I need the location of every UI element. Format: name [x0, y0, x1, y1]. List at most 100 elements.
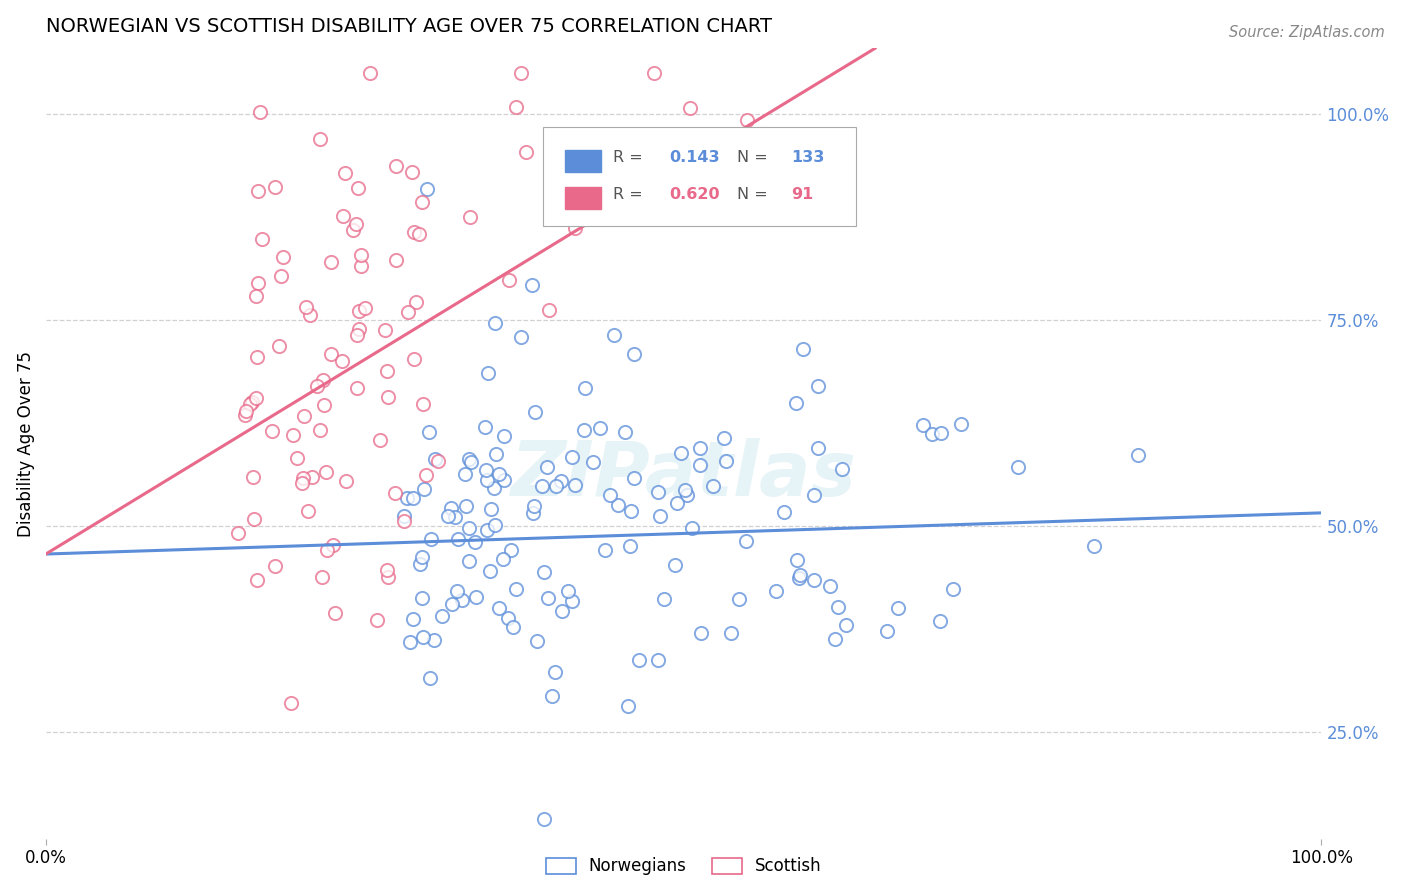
Point: [408, 227, 430, 241]
Point: [564, 221, 586, 235]
Point: [510, 330, 533, 344]
Point: [457, 521, 479, 535]
Point: [669, 446, 692, 460]
Point: [689, 441, 711, 455]
Point: [803, 574, 825, 588]
Point: [240, 395, 263, 409]
Point: [368, 434, 391, 448]
Point: [648, 508, 671, 523]
Point: [789, 568, 811, 582]
Point: [316, 543, 339, 558]
Point: [827, 599, 849, 614]
Point: [807, 378, 830, 392]
Point: [949, 417, 972, 431]
Point: [515, 145, 537, 160]
Point: [485, 447, 508, 461]
Point: [420, 532, 443, 546]
Point: [395, 491, 418, 505]
Point: [494, 473, 516, 487]
Point: [285, 450, 308, 465]
Point: [498, 610, 520, 624]
Point: [734, 534, 756, 549]
Point: [713, 431, 735, 445]
FancyBboxPatch shape: [543, 128, 856, 227]
Point: [544, 478, 567, 492]
Legend: Norwegians, Scottish: Norwegians, Scottish: [538, 851, 828, 882]
Point: [572, 423, 595, 437]
Point: [484, 316, 506, 330]
Point: [281, 428, 304, 442]
Point: [239, 397, 262, 411]
Text: R =: R =: [613, 150, 648, 165]
Point: [911, 417, 934, 432]
Point: [416, 181, 439, 195]
Point: [242, 469, 264, 483]
Point: [702, 479, 724, 493]
Point: [301, 470, 323, 484]
Point: [402, 491, 425, 506]
Point: [654, 591, 676, 606]
Point: [561, 594, 583, 608]
Point: [412, 630, 434, 644]
Point: [291, 475, 314, 490]
Text: 0.143: 0.143: [669, 150, 720, 165]
Point: [366, 613, 388, 627]
Point: [250, 232, 273, 246]
Point: [505, 100, 527, 114]
Bar: [565, 186, 600, 209]
Point: [526, 633, 548, 648]
Point: [475, 473, 498, 487]
Point: [492, 551, 515, 566]
Point: [537, 303, 560, 318]
Point: [269, 339, 291, 353]
Point: [824, 632, 846, 646]
Point: [536, 459, 558, 474]
Point: [623, 347, 645, 361]
Point: [412, 396, 434, 410]
Point: [384, 486, 406, 500]
Point: [405, 294, 427, 309]
Point: [720, 626, 742, 640]
Point: [789, 571, 811, 585]
Point: [792, 343, 814, 357]
Point: [332, 209, 354, 223]
Point: [319, 347, 342, 361]
Point: [620, 504, 643, 518]
Point: [427, 454, 450, 468]
Point: [690, 626, 713, 640]
Point: [582, 455, 605, 469]
Point: [664, 558, 686, 572]
Point: [544, 665, 567, 680]
Text: Source: ZipAtlas.com: Source: ZipAtlas.com: [1229, 25, 1385, 40]
Point: [423, 633, 446, 648]
Point: [243, 512, 266, 526]
Y-axis label: Disability Age Over 75: Disability Age Over 75: [17, 351, 35, 537]
Point: [323, 606, 346, 620]
Point: [346, 328, 368, 343]
Point: [394, 508, 416, 523]
Point: [347, 304, 370, 318]
Point: [550, 474, 572, 488]
Point: [607, 498, 630, 512]
Point: [308, 132, 330, 146]
Point: [540, 689, 562, 703]
Point: [460, 210, 482, 224]
Point: [262, 424, 284, 438]
Point: [785, 396, 807, 410]
Point: [510, 66, 533, 80]
Point: [309, 423, 332, 437]
Point: [409, 558, 432, 572]
Point: [561, 450, 583, 464]
Point: [714, 454, 737, 468]
Point: [263, 180, 285, 194]
Point: [614, 425, 637, 440]
Point: [557, 584, 579, 599]
Point: [377, 390, 399, 404]
Point: [249, 104, 271, 119]
Point: [307, 379, 329, 393]
Point: [457, 554, 479, 568]
Point: [465, 591, 488, 605]
Point: [498, 273, 520, 287]
Point: [415, 467, 437, 482]
Point: [931, 425, 953, 440]
